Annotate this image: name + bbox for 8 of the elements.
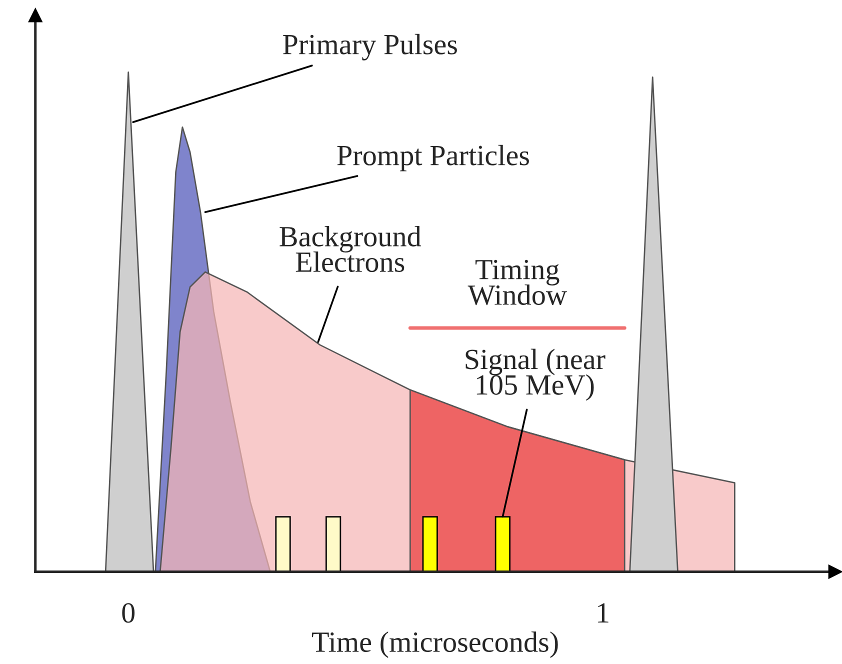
x-axis-title: Time (microseconds) — [312, 631, 558, 658]
annotation: Prompt Particles — [337, 144, 529, 172]
x-tick-label: 0 — [122, 603, 135, 623]
annotation: Signal (near 105 MeV) — [466, 348, 606, 401]
annotation: Timing Window — [468, 260, 567, 306]
annotation: Primary Pulses — [283, 34, 457, 60]
x-tick-label: 1 — [598, 603, 608, 622]
annotation: Background Electrons — [280, 226, 422, 272]
